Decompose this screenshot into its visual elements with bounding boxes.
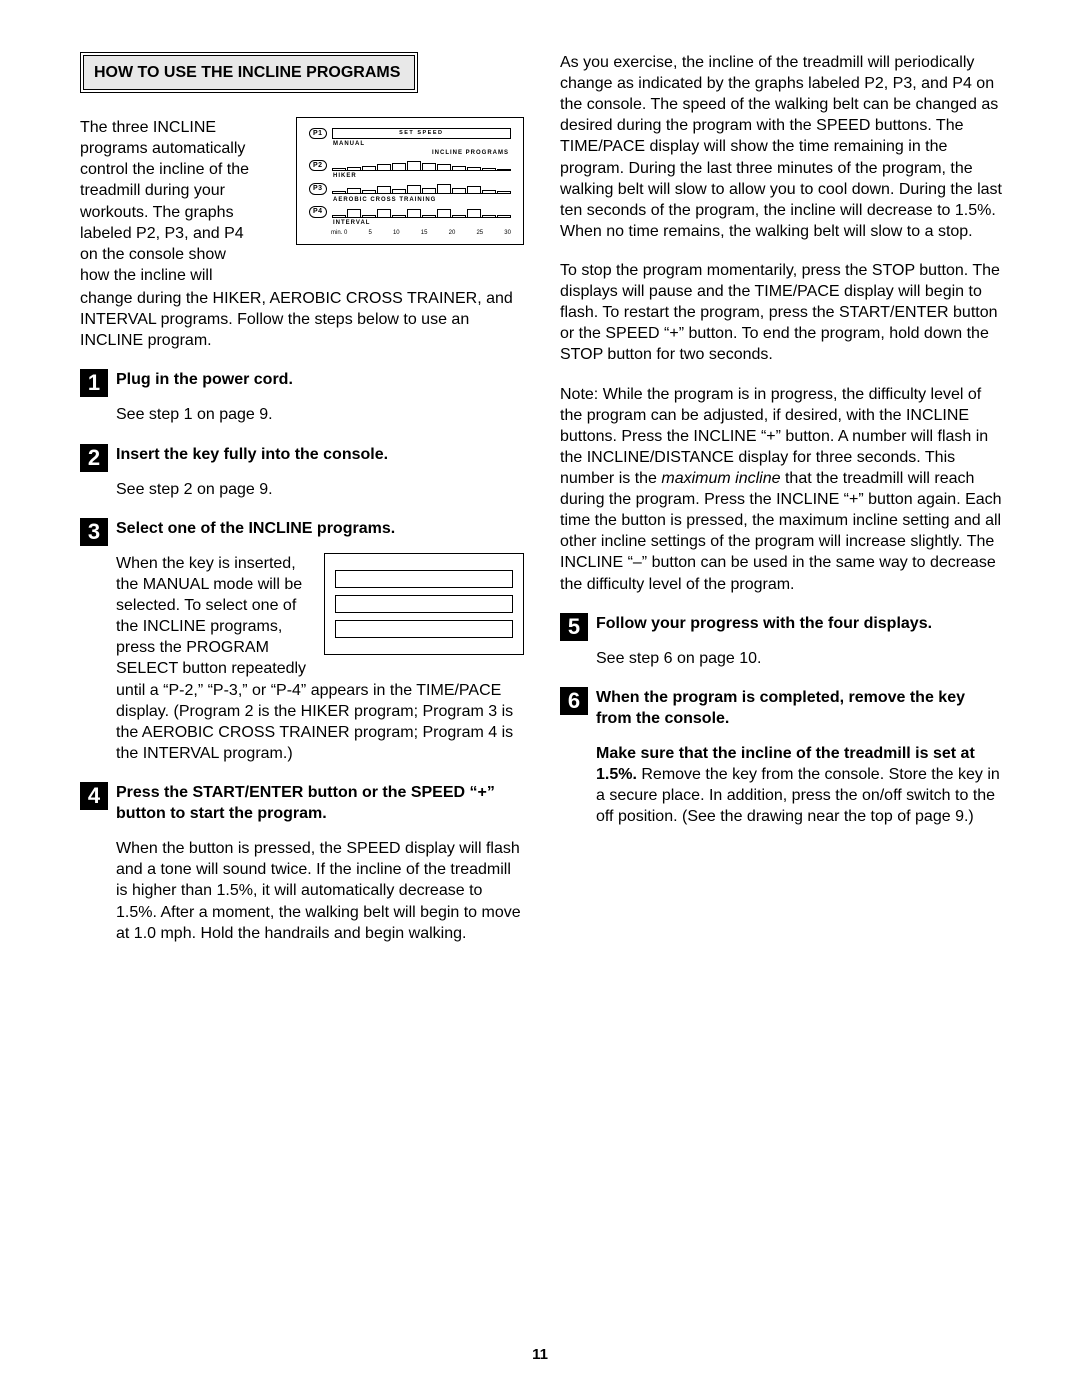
scale-5: 25	[476, 230, 483, 238]
console-row-p2: P2	[309, 160, 511, 171]
right-para-2: To stop the program momentarily, press t…	[560, 260, 1004, 366]
step-2-body: Insert the key fully into the console. S…	[116, 444, 524, 500]
console-row-p1: P1 SET SPEED	[309, 128, 511, 139]
right-para-3b: that the treadmill will reach during the…	[560, 470, 1002, 593]
badge-p4: P4	[309, 206, 327, 217]
step-1-number: 1	[80, 369, 108, 397]
scale-4: 20	[449, 230, 456, 238]
label-incline-programs: INCLINE PROGRAMS	[333, 150, 509, 158]
graph-p3	[332, 183, 511, 194]
step-3-after-text: SELECT button repeatedly until a “P-2,” …	[116, 660, 513, 761]
section-header: HOW TO USE THE INCLINE PROGRAMS	[83, 55, 415, 90]
step-2-number: 2	[80, 444, 108, 472]
console-row-p4: P4	[309, 206, 511, 217]
console-scale: min. 0 5 10 15 20 25 30	[331, 230, 511, 238]
label-hiker: HIKER	[333, 173, 511, 181]
step-6-number: 6	[560, 687, 588, 715]
display-seg-1	[335, 570, 513, 588]
set-speed-label: SET SPEED	[332, 128, 511, 139]
step-3-text: When the key is inserted, the MANUAL mod…	[116, 553, 524, 764]
step-6-body: When the program is completed, remove th…	[596, 687, 1004, 828]
graph-p4	[332, 207, 511, 218]
step-1-text: See step 1 on page 9.	[116, 404, 524, 425]
step-4-text: When the button is pressed, the SPEED di…	[116, 838, 524, 944]
display-box-diagram	[324, 553, 524, 655]
scale-2: 10	[393, 230, 400, 238]
step-5-text: See step 6 on page 10.	[596, 648, 1004, 669]
intro-block: The three INCLINE programs automatically…	[80, 117, 524, 351]
step-2: 2 Insert the key fully into the console.…	[80, 444, 524, 500]
right-para-1: As you exercise, the incline of the trea…	[560, 52, 1004, 242]
step-3-number: 3	[80, 518, 108, 546]
step-3-wrap-text: When the key is inserted, the MANUAL mod…	[116, 555, 302, 656]
step-4-body: Press the START/ENTER button or the SPEE…	[116, 782, 524, 944]
step-3-body: Select one of the INCLINE programs. When…	[116, 518, 524, 764]
scale-3: 15	[421, 230, 428, 238]
scale-0: min. 0	[331, 230, 347, 238]
step-6: 6 When the program is completed, remove …	[560, 687, 1004, 828]
step-6-text: Make sure that the incline of the treadm…	[596, 743, 1004, 827]
display-seg-2	[335, 595, 513, 613]
page-number: 11	[0, 1346, 1080, 1363]
step-4: 4 Press the START/ENTER button or the SP…	[80, 782, 524, 944]
step-1-title: Plug in the power cord.	[116, 369, 524, 390]
section-header-box: HOW TO USE THE INCLINE PROGRAMS	[80, 52, 418, 93]
step-2-title: Insert the key fully into the console.	[116, 444, 524, 465]
scale-6: 30	[504, 230, 511, 238]
intro-text-after: change during the HIKER, AEROBIC CROSS T…	[80, 288, 524, 351]
scale-1: 5	[368, 230, 371, 238]
step-3: 3 Select one of the INCLINE programs. Wh…	[80, 518, 524, 764]
label-manual: MANUAL	[333, 141, 511, 149]
step-3-title: Select one of the INCLINE programs.	[116, 518, 524, 539]
right-column: As you exercise, the incline of the trea…	[560, 52, 1004, 944]
step-6-rest: Remove the key from the console. Store t…	[596, 766, 1000, 825]
step-2-text: See step 2 on page 9.	[116, 479, 524, 500]
left-column: HOW TO USE THE INCLINE PROGRAMS The thre…	[80, 52, 524, 944]
badge-p1: P1	[309, 128, 327, 139]
label-aerobic: AEROBIC CROSS TRAINING	[333, 197, 511, 205]
step-4-number: 4	[80, 782, 108, 810]
step-5-number: 5	[560, 613, 588, 641]
badge-p2: P2	[309, 160, 327, 171]
step-6-title: When the program is completed, remove th…	[596, 687, 1004, 729]
graph-p2	[332, 160, 511, 171]
badge-p3: P3	[309, 183, 327, 194]
manual-page: HOW TO USE THE INCLINE PROGRAMS The thre…	[0, 0, 1080, 1397]
two-column-layout: HOW TO USE THE INCLINE PROGRAMS The thre…	[80, 52, 1004, 944]
right-para-3: Note: While the program is in progress, …	[560, 384, 1004, 595]
intro-text-left: The three INCLINE programs automatically…	[80, 117, 250, 286]
console-diagram: P1 SET SPEED MANUAL INCLINE PROGRAMS P2 …	[296, 117, 524, 244]
step-5-body: Follow your progress with the four displ…	[596, 613, 1004, 669]
step-5-title: Follow your progress with the four displ…	[596, 613, 1004, 634]
display-seg-3	[335, 620, 513, 638]
step-1-body: Plug in the power cord. See step 1 on pa…	[116, 369, 524, 425]
step-4-title: Press the START/ENTER button or the SPEE…	[116, 782, 524, 824]
console-row-p3: P3	[309, 183, 511, 194]
step-5: 5 Follow your progress with the four dis…	[560, 613, 1004, 669]
step-1: 1 Plug in the power cord. See step 1 on …	[80, 369, 524, 425]
right-para-3-italic: maximum incline	[661, 470, 780, 487]
label-interval: INTERVAL	[333, 220, 511, 228]
